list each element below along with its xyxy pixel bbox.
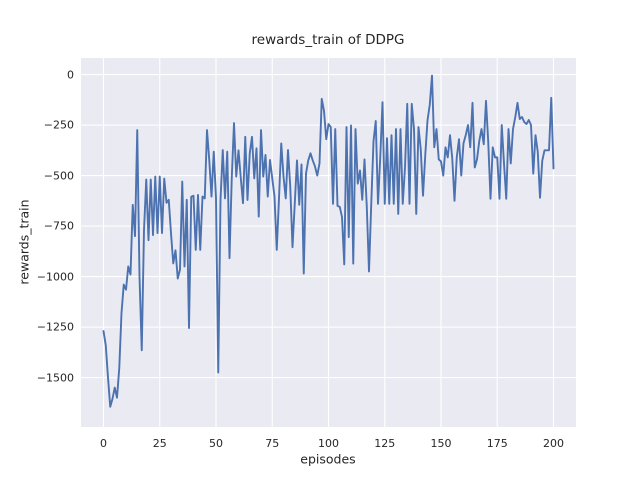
y-tick-label: 0 <box>67 68 74 82</box>
x-tick-label: 175 <box>486 437 508 450</box>
y-tick-label: −750 <box>43 219 74 233</box>
y-tick-label: −1250 <box>36 320 74 334</box>
x-tick-label: 125 <box>374 437 396 450</box>
x-tick-label: 200 <box>543 437 564 450</box>
y-tick-label: −1500 <box>36 371 74 385</box>
x-tick-label: 0 <box>100 437 107 450</box>
x-tick-label: 50 <box>209 437 223 450</box>
x-tick-label: 150 <box>430 437 452 450</box>
data-line-rewards_train <box>102 74 555 408</box>
plot-area <box>81 58 576 427</box>
y-tick-label: −1000 <box>36 270 74 284</box>
y-axis-label: rewards_train <box>16 199 32 285</box>
x-tick-label: 100 <box>318 437 339 450</box>
chart-title: rewards_train of DDPG <box>251 32 405 48</box>
plot-canvas <box>81 58 576 427</box>
x-tick-label: 25 <box>152 437 167 450</box>
x-tick-label: 75 <box>265 437 280 450</box>
y-tick-label: −250 <box>43 118 74 132</box>
x-axis-label: episodes <box>300 451 356 467</box>
y-tick-label: −500 <box>43 169 74 183</box>
